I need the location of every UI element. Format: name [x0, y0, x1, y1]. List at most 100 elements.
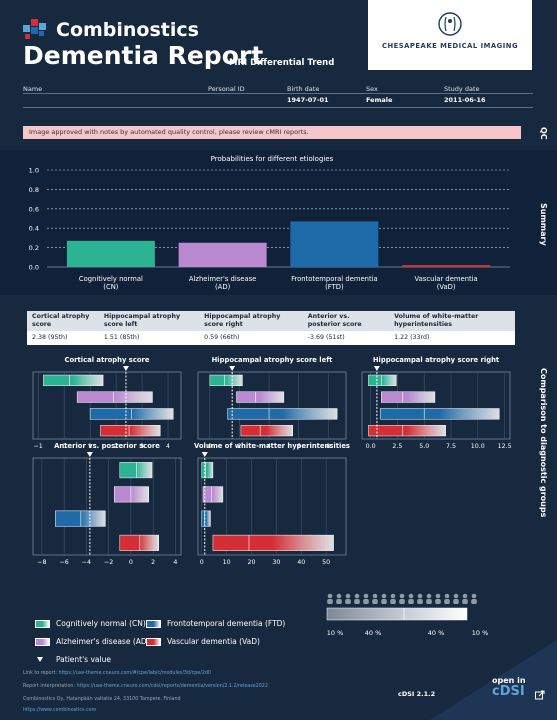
mini-bar-ad: [76, 391, 153, 403]
person-icon: [327, 593, 333, 604]
mini-bar-ftd: [55, 510, 106, 527]
mini-xtick-label: 20: [247, 559, 255, 566]
percentile-label: 10 %: [472, 629, 489, 637]
bar-category-label: Cognitively normal (CN): [79, 275, 143, 291]
partner-name: CHESAPEAKE MEDICAL IMAGING: [381, 42, 519, 50]
mini-xtick-label: 6: [297, 443, 301, 450]
mini-xtick-label: 4: [173, 559, 177, 566]
table-header-row: Cortical atrophy score Hippocampal atroph…: [27, 311, 515, 331]
person-icon: [381, 593, 387, 604]
qc-message: Image approved with notes by automated q…: [23, 126, 521, 139]
percentile-legend: 10 % 40 % 40 % 10 %: [326, 593, 489, 637]
page-subtitle: MRI Differential Trend: [229, 58, 335, 68]
mini-xtick-label: 0: [62, 443, 66, 450]
footer-company: Combinostics Oy, Hatanpään valtatie 24, …: [23, 697, 181, 702]
percentile-label: 10 %: [327, 629, 344, 637]
mini-xtick-label: 5.0: [419, 443, 429, 450]
legend-swatch-ftd: [146, 620, 161, 628]
mini-bar-vad: [100, 425, 161, 437]
bar-category-label: Alzheimer's disease (AD): [189, 275, 256, 291]
mini-xtick-label: 4: [267, 443, 271, 450]
mini-xtick-label: 10: [223, 559, 231, 566]
probability-bar-chart: Probabilities for different etiologies 0.…: [29, 155, 510, 291]
patient-field-label: Study date: [444, 85, 480, 93]
table-row: 2.38 (95th) 1.51 (85th) 0.59 (66th) -3.69 (…: [27, 331, 515, 345]
bar-ytick-label: 0.4: [29, 225, 39, 233]
bar-ytick-label: 0.0: [29, 264, 39, 272]
mini-bar-vad: [240, 425, 293, 437]
summary-band: [0, 150, 557, 295]
mini-xtick-label: 2: [114, 443, 118, 450]
person-icon: [453, 593, 459, 604]
mini-chart-title: Anterior vs. posterior score: [54, 442, 160, 450]
mini-xtick-label: −8: [37, 559, 46, 566]
table-header-cell: Anterior vs. posterior score: [302, 311, 390, 331]
mini-xtick-label: 2: [237, 443, 241, 450]
patient-field-value: 1947-07-01: [287, 96, 329, 104]
bar-ytick-label: 0.6: [29, 205, 39, 213]
mini-bar-ad: [113, 486, 149, 503]
mini-bar-cn: [368, 374, 397, 386]
bar-ftd: [290, 221, 379, 267]
footer-report-link[interactable]: Link to report: https://use-theme.cneuro…: [23, 671, 211, 676]
person-icon: [372, 593, 378, 604]
mini-xtick-label: 2: [151, 559, 155, 566]
open-in-label: open in: [492, 676, 526, 685]
mini-xtick-label: 0: [129, 559, 133, 566]
external-link-icon: [535, 690, 545, 700]
page-title: Dementia Report: [23, 41, 264, 70]
mini-bar-vad: [119, 534, 159, 551]
footer-website[interactable]: https://www.combinostics.com: [23, 708, 96, 713]
patient-field-label: Sex: [366, 85, 378, 93]
mini-chart-title: Volume of white-matter hyperintensities: [194, 442, 350, 450]
table-header-cell: Hippocampal atrophy score right: [199, 311, 303, 331]
legend-swatch-vad: [146, 638, 161, 646]
mini-xtick-label: 2.5: [392, 443, 402, 450]
open-in-cdsi-button[interactable]: open in cDSI: [492, 676, 552, 714]
patient-marker-icon: [86, 452, 93, 457]
brand-name: Combinostics: [56, 19, 199, 41]
brand-logo: [23, 19, 53, 41]
person-icon: [345, 593, 351, 604]
person-icon: [462, 593, 468, 604]
bar-ytick-label: 1.0: [29, 167, 39, 175]
mini-bar-ad: [236, 391, 285, 403]
mini-chart-title: Cortical atrophy score: [65, 356, 150, 364]
bar-cn: [66, 240, 155, 267]
footer-interp-url[interactable]: https://use-theme.cneuro.com/cdsi/report…: [76, 684, 268, 689]
partner-logo-icon: [438, 12, 462, 36]
mini-chart-frame: [32, 371, 182, 440]
mini-bar-ad: [381, 391, 436, 403]
patient-field-value: Female: [366, 96, 393, 104]
mini-bar-vad: [212, 534, 334, 551]
percentile-bar: [326, 607, 468, 621]
person-icon: [336, 593, 342, 604]
mini-xtick-label: 8: [326, 443, 330, 450]
footer-interpretation[interactable]: Report interpretation: https://use-theme…: [23, 684, 268, 689]
footer-link-label: Link to report:: [23, 671, 57, 676]
mini-chart-title: Hippocampal atrophy score right: [373, 356, 500, 364]
table-cell: 1.22 (33rd): [389, 331, 515, 345]
mini-chart: Volume of white-matter hyperintensities 0…: [194, 442, 350, 566]
patient-value-legend-label: Patient's value: [56, 655, 111, 664]
bar-ytick-label: 0.8: [29, 186, 39, 194]
person-icon: [408, 593, 414, 604]
patient-marker-icon: [122, 366, 129, 371]
footer-link-url[interactable]: https://use-theme.cneuro.com/#/cpe/lab/c…: [58, 671, 211, 676]
table-header-cell: Hippocampal atrophy score left: [98, 311, 200, 331]
mini-xtick-label: 0: [200, 559, 204, 566]
mini-chart: Cortical atrophy score −1 0 1 2 3 4: [32, 356, 182, 450]
footer-interp-label: Report interpretation:: [23, 684, 76, 689]
mini-xtick-label: −6: [60, 559, 69, 566]
percentile-label: 40 %: [365, 629, 382, 637]
legend-swatch-cn: [35, 620, 50, 628]
person-icon: [417, 593, 423, 604]
mini-bar-cn: [43, 374, 104, 386]
footer-website-link[interactable]: https://www.combinostics.com: [23, 708, 97, 713]
mini-xtick-label: −1: [34, 443, 43, 450]
person-icon: [354, 593, 360, 604]
person-icon: [444, 593, 450, 604]
bar-category-label: Vascular dementia (VaD): [415, 275, 478, 291]
footer-wave: [430, 640, 557, 720]
table-cell: -3.69 (51st): [302, 331, 390, 345]
